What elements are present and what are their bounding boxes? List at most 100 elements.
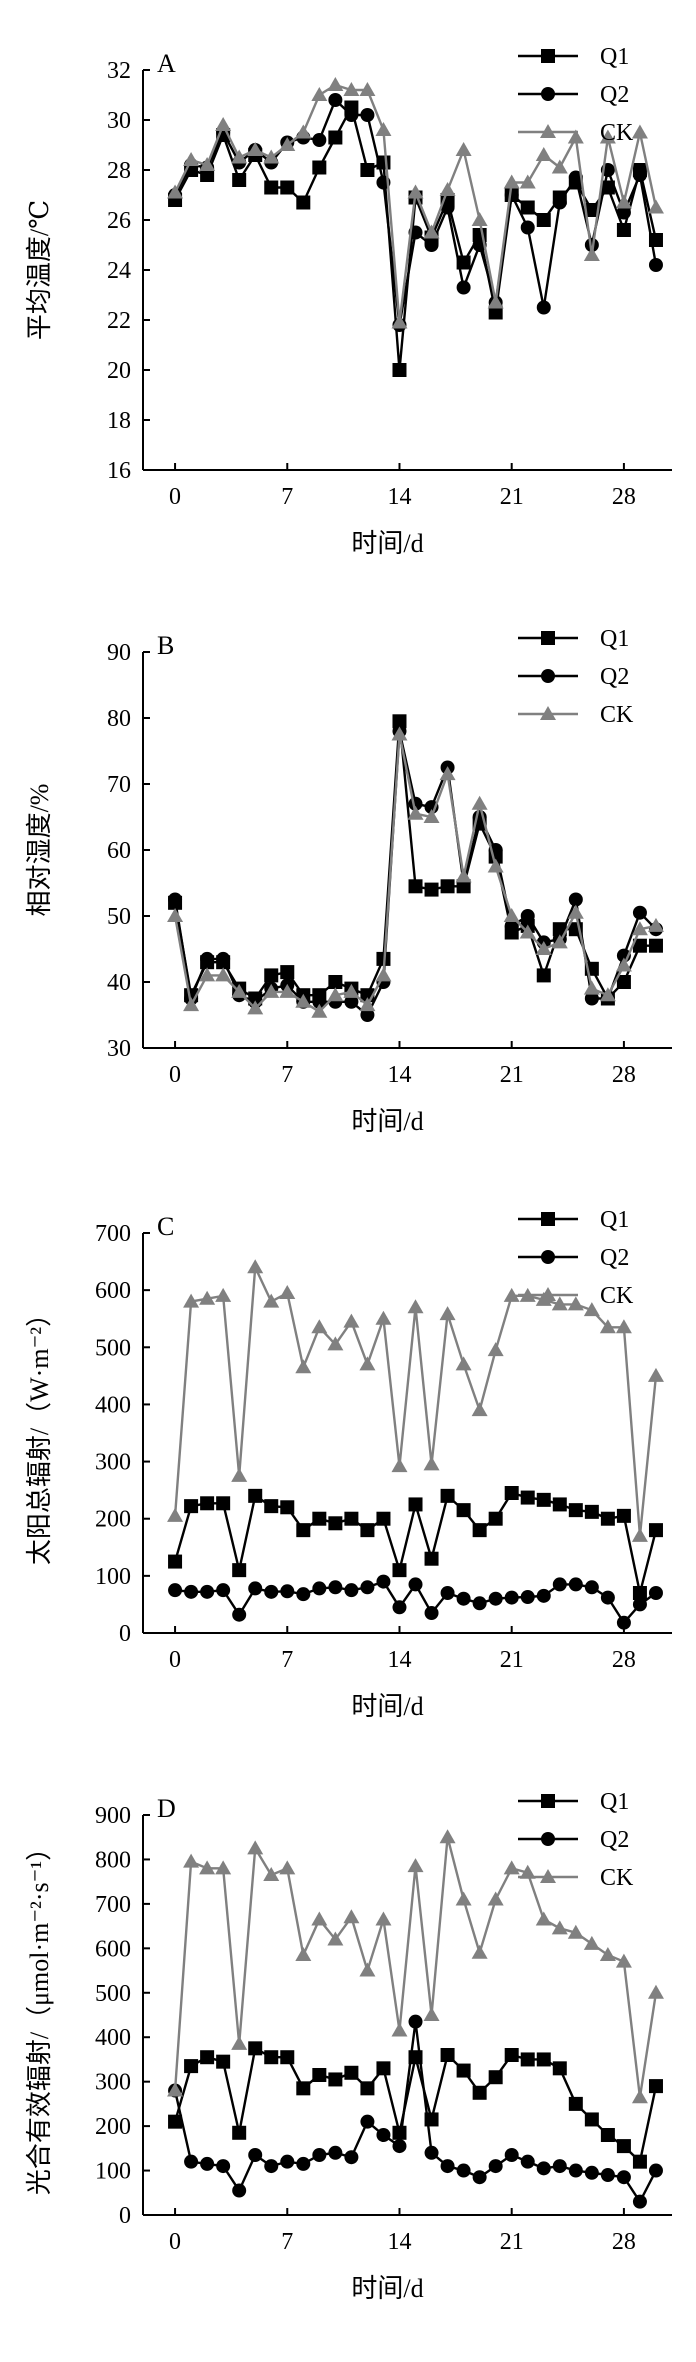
- series-ck-point: [327, 77, 344, 91]
- series-ck-point: [279, 1285, 296, 1299]
- series-q1-point: [184, 1499, 199, 1514]
- series-ck-point: [359, 997, 376, 1012]
- series-ck-point: [295, 1947, 312, 1961]
- series-ck-point: [439, 1829, 456, 1844]
- series-ck-point: [471, 1944, 488, 1959]
- series-q2-point: [216, 1583, 231, 1598]
- series-ck-point: [407, 1299, 424, 1314]
- series-q1-point: [296, 195, 311, 210]
- x-tick-label: 14: [387, 484, 411, 510]
- series-ck: [167, 1829, 664, 2104]
- legend-q2-marker: [541, 1250, 555, 1264]
- series-ck-point: [215, 117, 232, 131]
- series-ck-point: [551, 1296, 568, 1311]
- series-q1-point: [440, 2048, 455, 2062]
- series-q2-point: [264, 2159, 279, 2174]
- series-q2-point: [312, 994, 327, 1009]
- series-q2-point: [312, 133, 327, 147]
- y-tick-label: 28: [107, 158, 131, 184]
- y-tick-label: 32: [107, 58, 131, 84]
- x-tick-label: 0: [169, 2229, 181, 2255]
- series-ck-point: [647, 917, 664, 932]
- series-q1-point: [168, 1554, 183, 1569]
- series-q2: [168, 1574, 663, 1630]
- series-q2-point: [504, 918, 519, 933]
- series-ck-point: [375, 122, 392, 136]
- series-q1: [168, 714, 663, 1006]
- series-q2-point: [600, 2168, 615, 2182]
- series-q2-point: [536, 2161, 551, 2176]
- series-ck: [167, 1259, 664, 1542]
- series-q1-point: [200, 2050, 215, 2065]
- legend-q1-label: Q1: [600, 44, 629, 70]
- legend-ck-marker: [540, 1287, 556, 1301]
- series-q2-point: [328, 1580, 343, 1595]
- series-q1-point: [392, 2125, 407, 2140]
- series-q2-point: [232, 2183, 247, 2198]
- y-tick-label: 600: [95, 1936, 131, 1962]
- series-q1-point: [424, 1551, 439, 1566]
- series-q1-point: [632, 938, 647, 953]
- x-tick-label: 14: [387, 1647, 411, 1673]
- series-ck-point: [503, 908, 520, 922]
- series-q1-point: [328, 1516, 343, 1531]
- series-q1-point: [456, 1503, 471, 1518]
- series-q2-point: [168, 892, 183, 907]
- series-q1-point: [600, 1511, 615, 1526]
- series-ck-point: [599, 1319, 616, 1334]
- y-tick-label: 200: [95, 2114, 131, 2140]
- x-tick-label: 7: [281, 484, 293, 510]
- series-ck-point: [503, 174, 520, 189]
- series-ck-point: [567, 904, 584, 919]
- series-ck-point: [247, 1259, 264, 1274]
- legend-ck-marker: [540, 1869, 556, 1883]
- legend-q1-marker: [541, 49, 555, 63]
- series-ck-point: [327, 1931, 344, 1946]
- y-tick-label: 20: [107, 358, 131, 384]
- y-tick-label: 50: [107, 904, 131, 930]
- series-ck-point: [375, 1911, 392, 1926]
- y-tick-label: 100: [95, 1564, 131, 1590]
- series-q2-point: [200, 951, 215, 966]
- series-q2-point: [520, 220, 535, 235]
- series-ck-point: [615, 1319, 632, 1334]
- series-ck-point: [263, 1867, 280, 1881]
- series-q2-point: [424, 2145, 439, 2160]
- series-q2-point: [344, 2150, 359, 2165]
- series-ck-point: [487, 1342, 504, 1357]
- y-tick-label: 900: [95, 1803, 131, 1829]
- series-q2-point: [552, 195, 567, 210]
- series-q1-point: [616, 975, 631, 989]
- series-q1-point: [616, 2139, 631, 2154]
- series-ck-point: [439, 766, 456, 781]
- legend-q1-label: Q1: [600, 1207, 629, 1233]
- series-q1-point: [472, 2085, 487, 2100]
- series-q2-point: [632, 1597, 647, 1612]
- series-q1-point: [552, 1497, 567, 1512]
- legend-q2-label: Q2: [600, 1827, 629, 1853]
- series-q1-line: [173, 2046, 658, 2165]
- series-q2-point: [248, 2148, 263, 2162]
- series-ck-point: [391, 726, 408, 741]
- legend-q2-marker: [541, 87, 555, 101]
- series-ck-point: [551, 1920, 568, 1935]
- series-ck-point: [231, 983, 248, 998]
- series-q2-point: [440, 200, 455, 215]
- series-q2-point: [504, 188, 519, 202]
- legend-ck-label: CK: [600, 1283, 634, 1309]
- series-ck-point: [343, 1909, 360, 1924]
- series-q2-point: [408, 1577, 423, 1592]
- y-tick-label: 26: [107, 208, 131, 234]
- series-q1-point: [536, 968, 551, 983]
- series-q1-point: [296, 2081, 311, 2096]
- series-q1-point: [440, 879, 455, 894]
- series-ck-point: [311, 87, 328, 101]
- legend: Q1 Q2 CK: [518, 1789, 634, 1891]
- legend-q1-marker: [541, 1212, 555, 1226]
- x-tick-label: 28: [612, 484, 636, 510]
- y-tick-label: 300: [95, 1450, 131, 1476]
- series-q1-point: [232, 1563, 247, 1578]
- series-q2-point: [632, 168, 647, 182]
- x-axis-label: 时间/d: [351, 1692, 423, 1721]
